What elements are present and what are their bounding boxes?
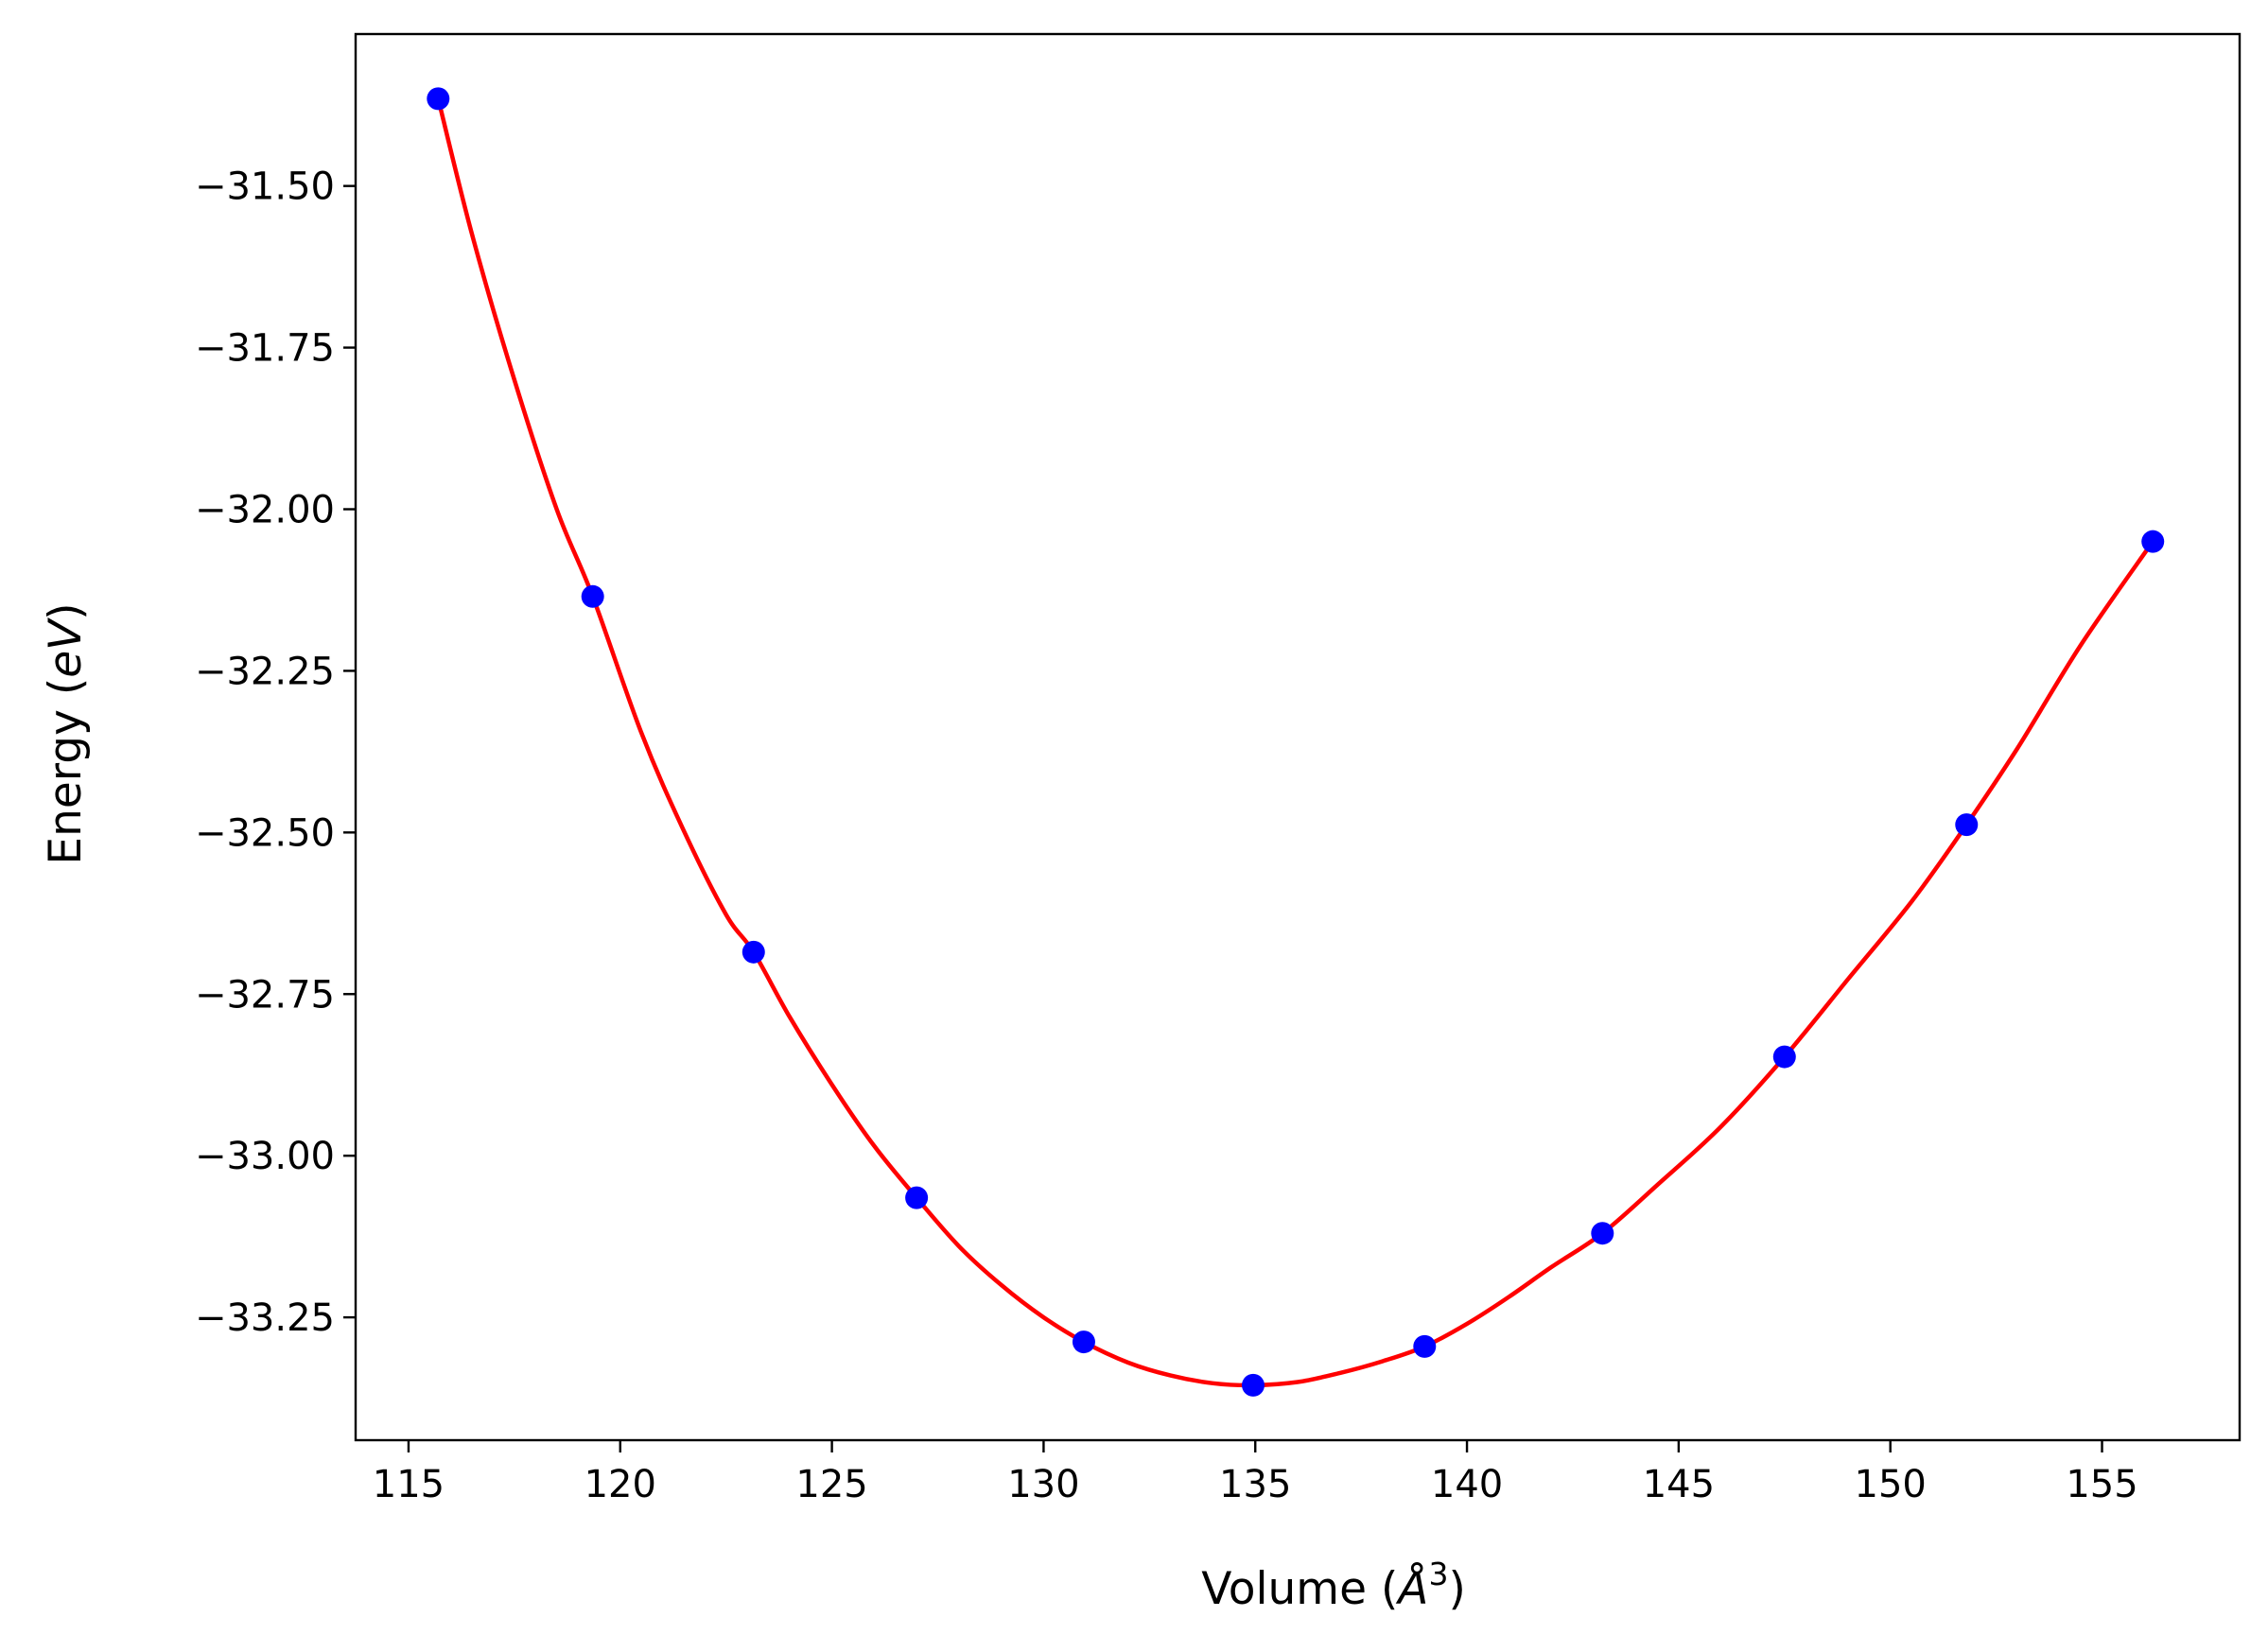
- data-point: [905, 1186, 929, 1209]
- data-point: [1591, 1222, 1614, 1245]
- x-axis-label-suffix: ): [1448, 1563, 1465, 1615]
- y-tick-label: −32.00: [195, 489, 335, 532]
- x-tick-label: 135: [1219, 1463, 1291, 1506]
- data-point: [1072, 1330, 1095, 1354]
- x-tick-label: 155: [2066, 1463, 2137, 1506]
- plot-area: [427, 87, 2165, 1397]
- data-point: [1413, 1334, 1437, 1358]
- y-axis-label-suffix: ): [40, 602, 92, 619]
- y-tick-label: −32.50: [195, 811, 335, 855]
- y-axis-ticks: −31.50 −31.75 −32.00 −32.25 −32.50 −32.75 −33.…: [195, 165, 356, 1340]
- y-tick-label: −31.75: [195, 327, 335, 371]
- x-tick-label: 140: [1431, 1463, 1503, 1506]
- data-point: [1241, 1373, 1265, 1397]
- y-axis-label-unit: eV: [40, 617, 92, 678]
- y-tick-label: −31.50: [195, 165, 335, 209]
- fit-curve-line: [436, 97, 2155, 1388]
- data-point: [1772, 1045, 1796, 1069]
- x-axis-label-superscript: 3: [1428, 1556, 1448, 1592]
- x-tick-label: 130: [1007, 1463, 1079, 1506]
- data-point: [427, 87, 450, 111]
- data-point: [741, 940, 765, 964]
- y-tick-label: −33.25: [195, 1296, 335, 1340]
- x-tick-label: 145: [1643, 1463, 1715, 1506]
- x-tick-label: 120: [584, 1463, 656, 1506]
- x-axis-label-prefix: Volume (: [1201, 1563, 1398, 1615]
- x-axis-label: Volume (Å3): [1201, 1556, 1466, 1615]
- data-point: [581, 584, 604, 608]
- axes-frame: [354, 32, 2242, 1442]
- y-tick-label: −32.75: [195, 973, 335, 1017]
- y-axis-label-prefix: Energy (: [40, 678, 92, 865]
- x-axis-ticks: 115 120 125 130 135 140 145 150 155: [373, 1440, 2138, 1506]
- y-tick-label: −32.25: [195, 650, 335, 693]
- data-point: [2141, 530, 2165, 553]
- data-point: [1955, 813, 1979, 837]
- x-axis-label-unit: Å: [1395, 1563, 1428, 1615]
- x-tick-label: 125: [795, 1463, 867, 1506]
- y-axis-label: Energy (eV): [40, 602, 92, 864]
- x-tick-label: 150: [1855, 1463, 1927, 1506]
- x-tick-label: 115: [373, 1463, 445, 1506]
- y-tick-label: −33.00: [195, 1135, 335, 1178]
